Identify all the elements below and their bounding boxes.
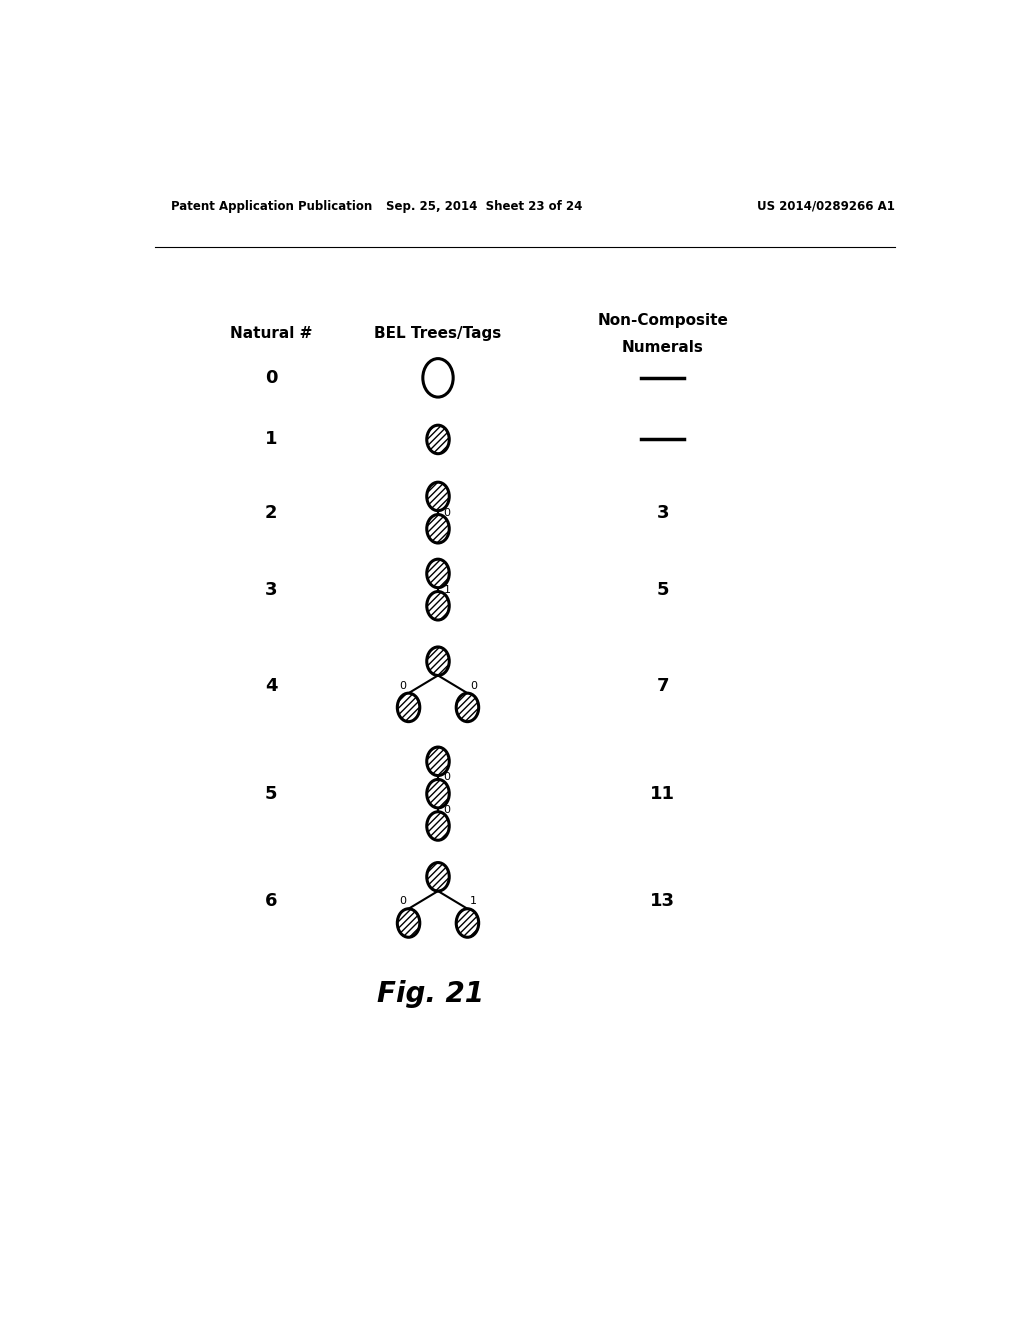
Text: 0: 0: [443, 805, 451, 814]
Text: 3: 3: [265, 581, 278, 598]
Text: Natural #: Natural #: [230, 326, 312, 342]
Text: Non-Composite: Non-Composite: [597, 313, 728, 327]
Ellipse shape: [427, 747, 450, 776]
Text: 0: 0: [443, 508, 451, 517]
Ellipse shape: [457, 908, 478, 937]
Text: 4: 4: [265, 677, 278, 694]
Text: Numerals: Numerals: [622, 341, 703, 355]
Text: 13: 13: [650, 892, 675, 911]
Text: BEL Trees/Tags: BEL Trees/Tags: [375, 326, 502, 342]
Text: 2: 2: [265, 504, 278, 521]
Text: 6: 6: [265, 892, 278, 911]
Text: 0: 0: [399, 681, 407, 690]
Text: 1: 1: [470, 896, 477, 907]
Text: 5: 5: [656, 581, 669, 598]
Ellipse shape: [457, 693, 478, 722]
Text: 11: 11: [650, 784, 675, 803]
Ellipse shape: [427, 779, 450, 808]
Ellipse shape: [427, 647, 450, 676]
Ellipse shape: [427, 591, 450, 620]
Text: 0: 0: [399, 896, 407, 907]
Text: 3: 3: [656, 504, 669, 521]
Ellipse shape: [427, 482, 450, 511]
Text: 0: 0: [443, 772, 451, 783]
Ellipse shape: [427, 812, 450, 841]
Text: 1: 1: [265, 430, 278, 449]
Text: US 2014/0289266 A1: US 2014/0289266 A1: [757, 199, 894, 213]
Text: 0: 0: [265, 368, 278, 387]
Ellipse shape: [427, 560, 450, 587]
Ellipse shape: [397, 693, 420, 722]
Text: Patent Application Publication: Patent Application Publication: [171, 199, 372, 213]
Ellipse shape: [397, 908, 420, 937]
Ellipse shape: [427, 862, 450, 891]
Ellipse shape: [427, 425, 450, 454]
Text: 7: 7: [656, 677, 669, 694]
Text: 5: 5: [265, 784, 278, 803]
Text: Fig. 21: Fig. 21: [377, 979, 483, 1008]
Ellipse shape: [427, 515, 450, 543]
Text: 1: 1: [443, 585, 451, 594]
Text: 0: 0: [470, 681, 477, 690]
Text: Sep. 25, 2014  Sheet 23 of 24: Sep. 25, 2014 Sheet 23 of 24: [386, 199, 583, 213]
